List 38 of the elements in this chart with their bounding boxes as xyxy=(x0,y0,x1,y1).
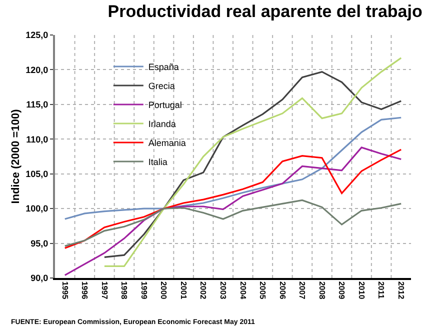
y-axis-title: Indice (2000 =100) xyxy=(10,108,22,204)
y-tick-label: 125,0 xyxy=(26,30,48,40)
line-series xyxy=(64,148,402,249)
x-tick-label: 1999 xyxy=(139,281,148,300)
x-tick-label: 1998 xyxy=(120,281,129,300)
x-tick-label: 1996 xyxy=(80,281,90,300)
legend-label: Alemania xyxy=(148,138,186,148)
line-series xyxy=(64,199,402,247)
x-tick-label: 2007 xyxy=(298,281,307,300)
chart-title: Productividad real aparente del trabajo xyxy=(108,2,422,21)
x-tick-label: 2000 xyxy=(159,281,168,300)
legend-label: Grecia xyxy=(148,81,175,92)
x-tick-label: 2010 xyxy=(356,281,366,300)
y-tick-label: 110,0 xyxy=(26,134,48,144)
x-tick-label: 1995 xyxy=(60,281,70,300)
x-tick-label: 2003 xyxy=(218,281,228,300)
line-series xyxy=(64,116,402,220)
x-tick-label: 2005 xyxy=(258,281,268,300)
x-tick-label: 2001 xyxy=(178,281,188,300)
y-tick-label: 105,0 xyxy=(26,169,48,180)
x-tick-label: 2009 xyxy=(337,281,346,300)
x-tick-label: 2004 xyxy=(238,281,248,300)
x-tick-label: 2002 xyxy=(198,281,208,300)
y-tick-label: 120,0 xyxy=(26,64,48,75)
x-tick-label: 2008 xyxy=(317,281,326,300)
y-tick-label: 95,0 xyxy=(30,238,48,248)
legend-label: Italia xyxy=(148,157,168,168)
y-tick-label: 90,0 xyxy=(30,273,48,284)
line-series xyxy=(64,146,402,276)
legend-label: Irlanda xyxy=(148,119,176,130)
legend-label: Portugal xyxy=(148,100,182,110)
legend-label: España xyxy=(148,62,179,72)
x-tick-label: 2011 xyxy=(376,281,386,300)
x-tick-label: 2006 xyxy=(278,281,287,300)
x-tick-label: 1997 xyxy=(100,281,109,300)
y-tick-label: 115,0 xyxy=(26,100,48,110)
x-tick-label: 2012 xyxy=(396,281,406,300)
y-tick-label: 100,0 xyxy=(26,204,48,214)
